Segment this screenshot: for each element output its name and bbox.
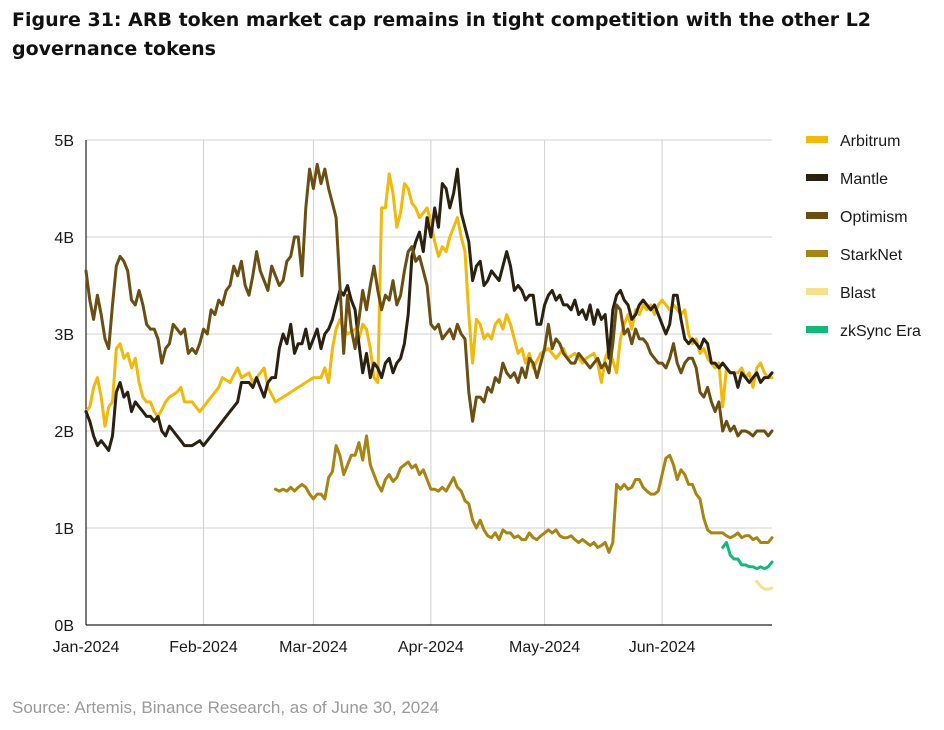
- chart-legend: Arbitrum Mantle Optimism StarkNet Blast zkSyn…: [806, 133, 921, 340]
- x-tick-label: Apr-2024: [398, 639, 464, 656]
- x-tick-label: Jan-2024: [53, 639, 120, 656]
- series-line-zksync-era: [721, 541, 774, 571]
- legend-label: Blast: [840, 285, 876, 302]
- source-note: Source: Artemis, Binance Research, as of…: [12, 698, 440, 717]
- legend-swatch-starknet: [806, 250, 828, 257]
- legend-label: Arbitrum: [840, 133, 900, 150]
- legend-label: StarkNet: [840, 247, 903, 264]
- series-line-blast: [755, 579, 774, 591]
- series-line-mantle: [84, 167, 774, 452]
- legend-swatch-mantle: [806, 174, 828, 181]
- y-tick-label: 5B: [54, 133, 74, 150]
- x-axis: Jan-2024 Feb-2024 Mar-2024 Apr-2024 May-2024…: [53, 624, 772, 656]
- y-tick-label: 4B: [54, 230, 74, 247]
- legend-swatch-arbitrum: [806, 136, 828, 143]
- y-axis: 0B 1B 2B 3B 4B 5B: [54, 133, 87, 635]
- x-tick-label: Mar-2024: [279, 639, 348, 656]
- series-line-arbitrum: [84, 172, 774, 428]
- x-tick-label: May-2024: [509, 639, 580, 656]
- y-tick-label: 3B: [54, 327, 74, 344]
- chart-title: Figure 31: ARB token market cap remains …: [12, 9, 872, 60]
- legend-label: Optimism: [840, 209, 908, 226]
- y-tick-label: 0B: [54, 618, 74, 635]
- legend-swatch-optimism: [806, 212, 828, 219]
- y-tick-label: 1B: [54, 521, 74, 538]
- series-line-starknet: [274, 434, 774, 554]
- chart-series: [84, 162, 774, 591]
- legend-swatch-zksync-era: [806, 326, 828, 333]
- y-tick-label: 2B: [54, 424, 74, 441]
- legend-label: Mantle: [840, 171, 888, 188]
- x-tick-label: Jun-2024: [629, 639, 696, 656]
- x-tick-label: Feb-2024: [169, 639, 238, 656]
- series-line-optimism: [84, 162, 774, 438]
- legend-swatch-blast: [806, 288, 828, 295]
- legend-label: zkSync Era: [840, 323, 921, 340]
